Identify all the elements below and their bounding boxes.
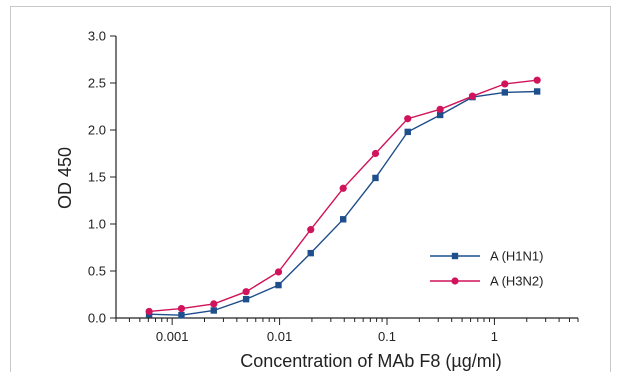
legend-marker-circle (451, 277, 459, 285)
data-point-circle (468, 92, 477, 100)
y-tick-label: 3.0 (88, 29, 106, 44)
chart-frame-right-edge (610, 6, 611, 372)
y-axis-title: OD 450 (55, 147, 75, 209)
data-point-circle (307, 226, 315, 234)
data-point-square (339, 216, 347, 223)
x-tick-label: 0.01 (267, 329, 292, 344)
y-tick-label: 1.0 (88, 217, 106, 232)
x-tick-label: 0.001 (156, 329, 189, 344)
data-point-circle (177, 305, 186, 313)
data-point-square (501, 89, 509, 96)
data-point-circle (404, 115, 412, 123)
data-point-circle (501, 80, 509, 88)
data-point-circle (339, 184, 347, 192)
y-tick-label: 2.5 (88, 76, 106, 91)
data-point-square (307, 249, 314, 257)
data-point-square (242, 296, 250, 303)
data-point-square (533, 88, 541, 95)
axes: 0.0 0.5 1.0 1.5 2.0 2.5 3.0 0.001 0.01 0.1 1 (88, 29, 579, 344)
data-point-square (372, 174, 379, 182)
data-point-circle (371, 149, 380, 158)
data-point-square (210, 307, 217, 314)
y-tick-label: 1.5 (88, 170, 106, 185)
legend-label: A (H1N1) (490, 249, 543, 264)
y-tick-label: 0.5 (88, 264, 106, 279)
data-point-circle (145, 307, 153, 316)
y-tick-label: 2.0 (88, 123, 106, 138)
x-axis-title: Concentration of MAb F8 (µg/ml) (240, 351, 501, 371)
legend-marker-square (451, 252, 459, 260)
series-line-2 (149, 79, 538, 313)
y-tick-label: 0.0 (88, 311, 106, 326)
data-point-square (178, 311, 185, 319)
data-point-circle (533, 76, 541, 84)
plot-series (145, 76, 541, 319)
chart-frame (10, 6, 610, 372)
legend: A (H1N1) A (H3N2) (430, 249, 543, 289)
data-point-circle (242, 288, 250, 296)
data-point-circle (436, 105, 444, 113)
x-tick-label: 1 (491, 329, 498, 344)
data-point-square (404, 128, 411, 136)
legend-label: A (H3N2) (490, 274, 543, 289)
data-point-square (436, 111, 444, 119)
data-point-square (275, 281, 282, 289)
data-point-circle (210, 300, 218, 308)
x-tick-label: 0.1 (378, 329, 396, 344)
data-point-circle (274, 268, 283, 276)
